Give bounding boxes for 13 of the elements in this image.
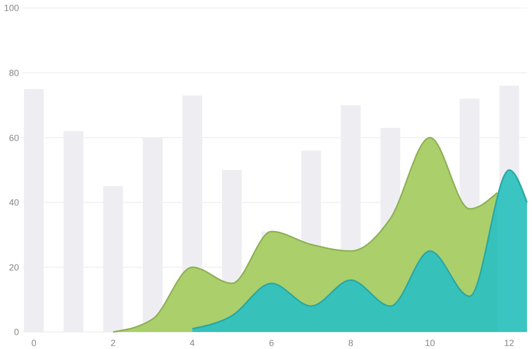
x-tick-label: 12 — [504, 338, 514, 348]
x-tick-label: 6 — [269, 338, 274, 348]
y-tick-label: 40 — [8, 198, 19, 208]
x-tick-label: 4 — [190, 338, 195, 348]
x-tick-label: 8 — [348, 338, 354, 348]
x-tick-label: 2 — [110, 338, 116, 348]
y-tick-label: 20 — [8, 262, 19, 272]
x-tick-label: 0 — [31, 338, 36, 348]
x-tick-label: 10 — [424, 338, 435, 348]
y-tick-label: 0 — [14, 327, 19, 338]
y-tick-label: 100 — [4, 3, 19, 14]
y-tick-label: 80 — [8, 68, 19, 78]
y-tick-label: 60 — [8, 132, 19, 143]
